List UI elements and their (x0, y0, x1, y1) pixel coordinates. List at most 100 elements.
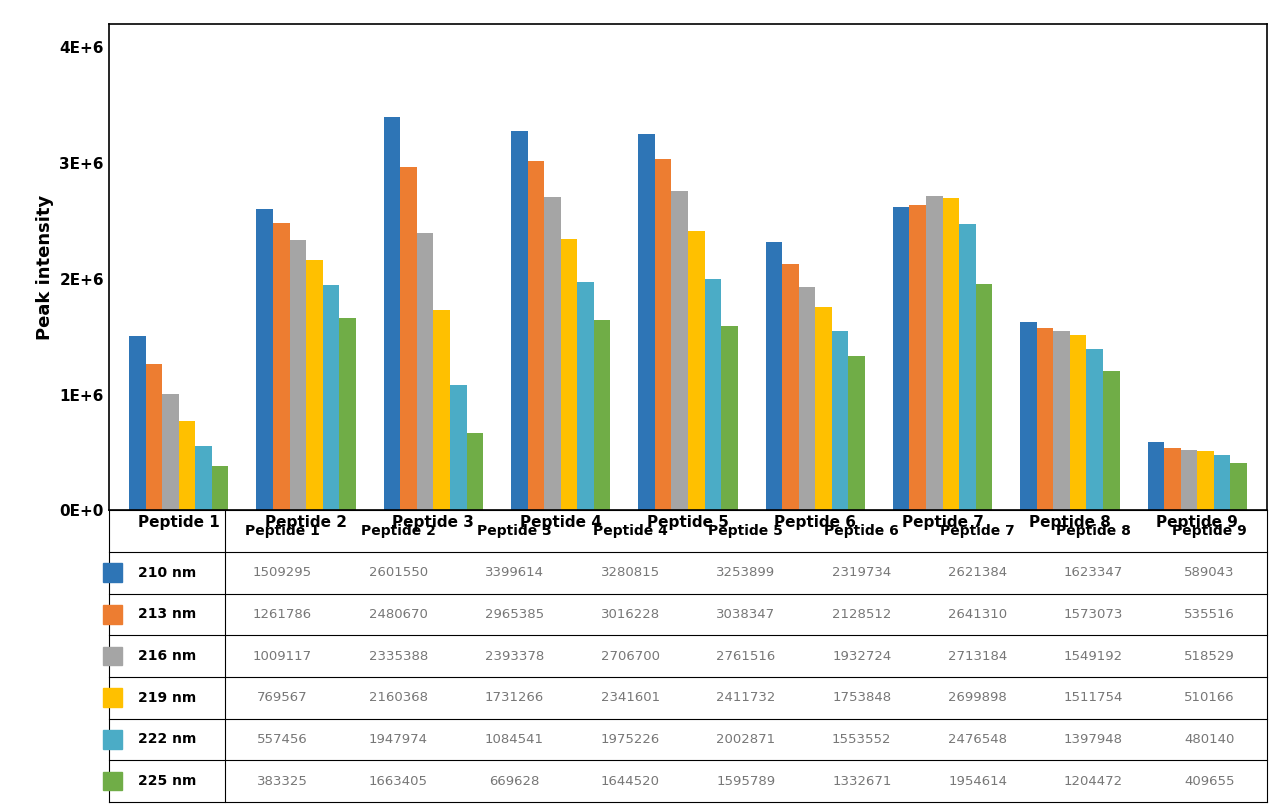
Text: 2341601: 2341601 (600, 691, 659, 704)
Bar (1087, 348, 1103, 510)
Text: 210 nm: 210 nm (138, 566, 196, 580)
Text: Peptide 1: Peptide 1 (246, 524, 320, 538)
Bar (289, 240, 306, 510)
Text: 1549192: 1549192 (1064, 650, 1123, 663)
Bar (765, 242, 782, 510)
Bar (1103, 371, 1120, 510)
FancyBboxPatch shape (102, 564, 122, 582)
Text: Peptide 3: Peptide 3 (477, 524, 552, 538)
Bar (544, 197, 561, 510)
Bar (401, 167, 417, 510)
Bar (417, 233, 434, 510)
Text: 1663405: 1663405 (369, 774, 428, 787)
Bar (384, 117, 401, 510)
Bar (849, 356, 865, 510)
Text: 2480670: 2480670 (369, 608, 428, 621)
Text: 2476548: 2476548 (948, 733, 1007, 746)
Text: 480140: 480140 (1184, 733, 1234, 746)
Text: 769567: 769567 (257, 691, 308, 704)
Text: 2411732: 2411732 (717, 691, 776, 704)
Bar (639, 134, 655, 510)
Bar (511, 130, 527, 510)
Bar (832, 330, 849, 510)
Bar (1197, 451, 1213, 510)
Bar (306, 260, 323, 510)
Text: 225 nm: 225 nm (138, 774, 196, 788)
Text: 3038347: 3038347 (717, 608, 776, 621)
Y-axis label: Peak intensity: Peak intensity (36, 194, 54, 340)
Text: 3016228: 3016228 (600, 608, 659, 621)
Text: 1397948: 1397948 (1064, 733, 1123, 746)
Text: Peptide 5: Peptide 5 (709, 524, 783, 538)
FancyBboxPatch shape (102, 772, 122, 791)
Text: Peptide 2: Peptide 2 (361, 524, 435, 538)
Text: 2335388: 2335388 (369, 650, 428, 663)
Bar (1070, 335, 1087, 510)
Text: Peptide 6: Peptide 6 (824, 524, 899, 538)
Text: 1332671: 1332671 (832, 774, 891, 787)
Text: 518529: 518529 (1184, 650, 1235, 663)
Bar (163, 394, 179, 510)
Bar (594, 320, 611, 510)
Text: 2965385: 2965385 (485, 608, 544, 621)
Bar (815, 307, 832, 510)
Text: 1932724: 1932724 (832, 650, 891, 663)
Text: 2761516: 2761516 (717, 650, 776, 663)
Bar (1053, 331, 1070, 510)
Text: 3280815: 3280815 (600, 566, 659, 579)
Text: 1947974: 1947974 (369, 733, 428, 746)
Text: 216 nm: 216 nm (138, 649, 196, 663)
Bar (975, 284, 992, 510)
Bar (721, 326, 737, 510)
Text: 589043: 589043 (1184, 566, 1234, 579)
Text: 669628: 669628 (489, 774, 539, 787)
Text: 1595789: 1595789 (717, 774, 776, 787)
Text: 1009117: 1009117 (253, 650, 312, 663)
Bar (179, 421, 196, 510)
Bar (1020, 322, 1037, 510)
Text: 409655: 409655 (1184, 774, 1234, 787)
Text: 219 nm: 219 nm (138, 691, 196, 705)
FancyBboxPatch shape (102, 730, 122, 748)
Text: Peptide 4: Peptide 4 (593, 524, 667, 538)
Text: 1975226: 1975226 (600, 733, 659, 746)
Bar (925, 196, 942, 510)
Bar (959, 224, 975, 510)
Text: 1954614: 1954614 (948, 774, 1007, 787)
Bar (256, 209, 273, 510)
Text: 1731266: 1731266 (485, 691, 544, 704)
Text: Peptide 7: Peptide 7 (941, 524, 1015, 538)
Bar (212, 466, 228, 510)
Bar (893, 207, 910, 510)
Bar (1180, 450, 1197, 510)
Bar (527, 161, 544, 510)
Bar (782, 264, 799, 510)
Text: 2319734: 2319734 (832, 566, 891, 579)
Text: Peptide 8: Peptide 8 (1056, 524, 1130, 538)
Bar (561, 239, 577, 510)
Text: 2002871: 2002871 (717, 733, 776, 746)
Bar (1037, 328, 1053, 510)
Bar (466, 433, 483, 510)
Text: 1084541: 1084541 (485, 733, 544, 746)
Text: 3253899: 3253899 (717, 566, 776, 579)
Text: 2393378: 2393378 (485, 650, 544, 663)
Text: 2713184: 2713184 (948, 650, 1007, 663)
Bar (1148, 442, 1164, 510)
Text: 510166: 510166 (1184, 691, 1235, 704)
Text: 222 nm: 222 nm (138, 732, 196, 746)
Text: 3399614: 3399614 (485, 566, 544, 579)
Text: 1623347: 1623347 (1064, 566, 1123, 579)
Bar (339, 318, 356, 510)
Bar (1213, 454, 1230, 510)
Text: 213 nm: 213 nm (138, 608, 196, 621)
Bar (146, 364, 163, 510)
Text: 2699898: 2699898 (948, 691, 1007, 704)
Text: 1509295: 1509295 (253, 566, 312, 579)
Bar (1164, 448, 1180, 510)
Bar (323, 285, 339, 510)
Bar (273, 224, 289, 510)
Bar (434, 310, 451, 510)
Bar (1230, 463, 1247, 510)
Text: 1261786: 1261786 (253, 608, 312, 621)
